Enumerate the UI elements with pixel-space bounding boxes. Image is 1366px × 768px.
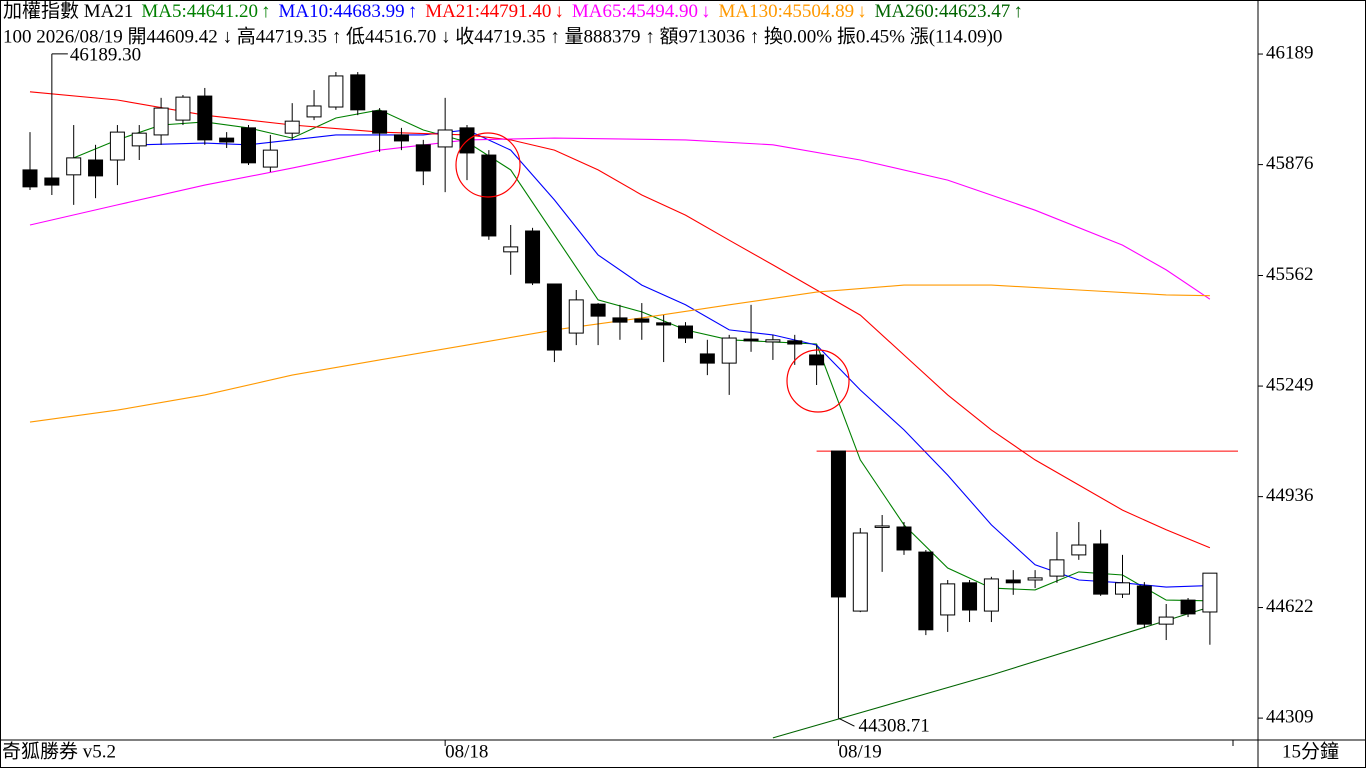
ma-line: [29, 137, 1211, 300]
legend-trend: ↑: [261, 1, 271, 22]
candle-body: [1049, 559, 1065, 577]
footer-label: 奇狐勝券 v5.2: [2, 740, 116, 762]
candle-body: [481, 154, 497, 237]
candle-body: [787, 340, 803, 345]
legend-trend: ↓: [857, 1, 867, 22]
info-line: 100 2026/08/19 開44609.42 ↓ 高44719.35 ↑ 低…: [3, 25, 1002, 47]
candle-body: [306, 105, 322, 118]
candle-body: [983, 578, 999, 612]
header-legend: 加權指數 MA21 MA5:44641.20 ↑ MA10:44683.99 ↑ MA21…: [3, 0, 1023, 22]
y-tick-label: 44936: [1266, 485, 1314, 506]
candle-body: [350, 74, 366, 111]
plot-area: 46189.30 44308.71: [22, 44, 1238, 739]
leader-line: [838, 717, 855, 727]
candle-body: [219, 137, 235, 143]
candle-body: [1180, 599, 1196, 615]
legend-entry: MA130:45504.89: [719, 1, 855, 22]
title: 加權指數 MA21: [3, 0, 133, 22]
x-tick-label: 08/18: [445, 741, 488, 762]
y-tick-label: 45562: [1266, 264, 1314, 285]
candle-body: [634, 318, 650, 323]
candle-body: [109, 131, 125, 161]
candle-body: [896, 526, 912, 551]
candle-body: [393, 134, 409, 142]
candle-body: [241, 127, 256, 164]
highlight-circle: [786, 349, 850, 413]
y-tick-label: 44309: [1266, 706, 1314, 727]
candle-body: [197, 95, 213, 141]
legend-entry: MA5:44641.20: [141, 1, 258, 22]
candle-body: [1005, 579, 1021, 584]
candle-body: [88, 159, 104, 177]
candle-body: [175, 96, 191, 121]
candle-body: [1202, 572, 1218, 613]
candle-body: [415, 144, 431, 172]
y-tick-label: 44622: [1266, 596, 1314, 617]
header: 加權指數 MA21 MA5:44641.20 ↑ MA10:44683.99 ↑ MA21…: [3, 0, 1023, 47]
y-tick-label: 45249: [1266, 374, 1314, 395]
legend-entry: MA260:44623.47: [875, 1, 1011, 22]
x-tick-label: 08/19: [838, 741, 881, 762]
x-axis: 奇狐勝券 v5.2 15分鐘 08/18 08/19: [0, 739, 1366, 762]
candle-body: [546, 283, 562, 351]
candle-body: [699, 353, 715, 364]
candle-body: [568, 299, 584, 334]
candle-body: [1158, 616, 1174, 625]
candle-body: [66, 157, 82, 176]
candle-body: [678, 325, 693, 339]
legend-trend: ↑: [1013, 1, 1023, 22]
y-tick-label: 46189: [1266, 42, 1314, 63]
candle-body: [1136, 585, 1152, 625]
candle-body: [940, 583, 956, 616]
high-label: 46189.30: [70, 44, 141, 65]
axis-background: [1258, 0, 1366, 768]
candle-body: [874, 525, 890, 528]
legend-entry: MA65:45494.90: [572, 1, 698, 22]
candle-body: [612, 317, 628, 323]
candle-body: [830, 450, 846, 598]
candle-body: [962, 582, 978, 611]
candle-body: [590, 303, 606, 317]
y-axis: 46189 45876 45562 45249 44936 44622 44309: [1257, 0, 1366, 768]
legend-trend: ↓: [554, 1, 564, 22]
candle-body: [918, 551, 934, 631]
highlight-circle: [455, 132, 521, 198]
ma-line: [772, 606, 1211, 739]
legend-entry: MA10:44683.99: [279, 1, 405, 22]
low-label: 44308.71: [858, 716, 929, 737]
candle-body: [809, 354, 825, 366]
candle-body: [1071, 544, 1087, 556]
candle-body: [1093, 543, 1109, 595]
candle-body: [328, 75, 344, 108]
candle-body: [525, 230, 541, 284]
candle-body: [503, 246, 519, 253]
candle-body: [44, 177, 60, 186]
y-tick-label: 45876: [1266, 153, 1314, 174]
candle-body: [262, 149, 278, 168]
candle-body: [1027, 577, 1043, 581]
ma-line: [29, 91, 1211, 549]
candle-body: [437, 129, 453, 148]
candle-body: [284, 120, 300, 134]
candle-body: [22, 169, 38, 188]
candle-body: [1115, 582, 1130, 595]
candle-body: [372, 110, 388, 134]
candle-body: [656, 322, 672, 326]
candle-body: [131, 132, 147, 147]
candle-body: [765, 339, 781, 343]
candle-body: [743, 338, 759, 342]
legend-trend: ↓: [701, 1, 711, 22]
candle-body: [721, 337, 737, 364]
candle-body: [852, 532, 868, 612]
legend-trend: ↑: [408, 1, 418, 22]
candle-body: [153, 107, 169, 136]
legend-entry: MA21:44791.40: [425, 1, 551, 22]
period-label: 15分鐘: [1282, 740, 1339, 762]
